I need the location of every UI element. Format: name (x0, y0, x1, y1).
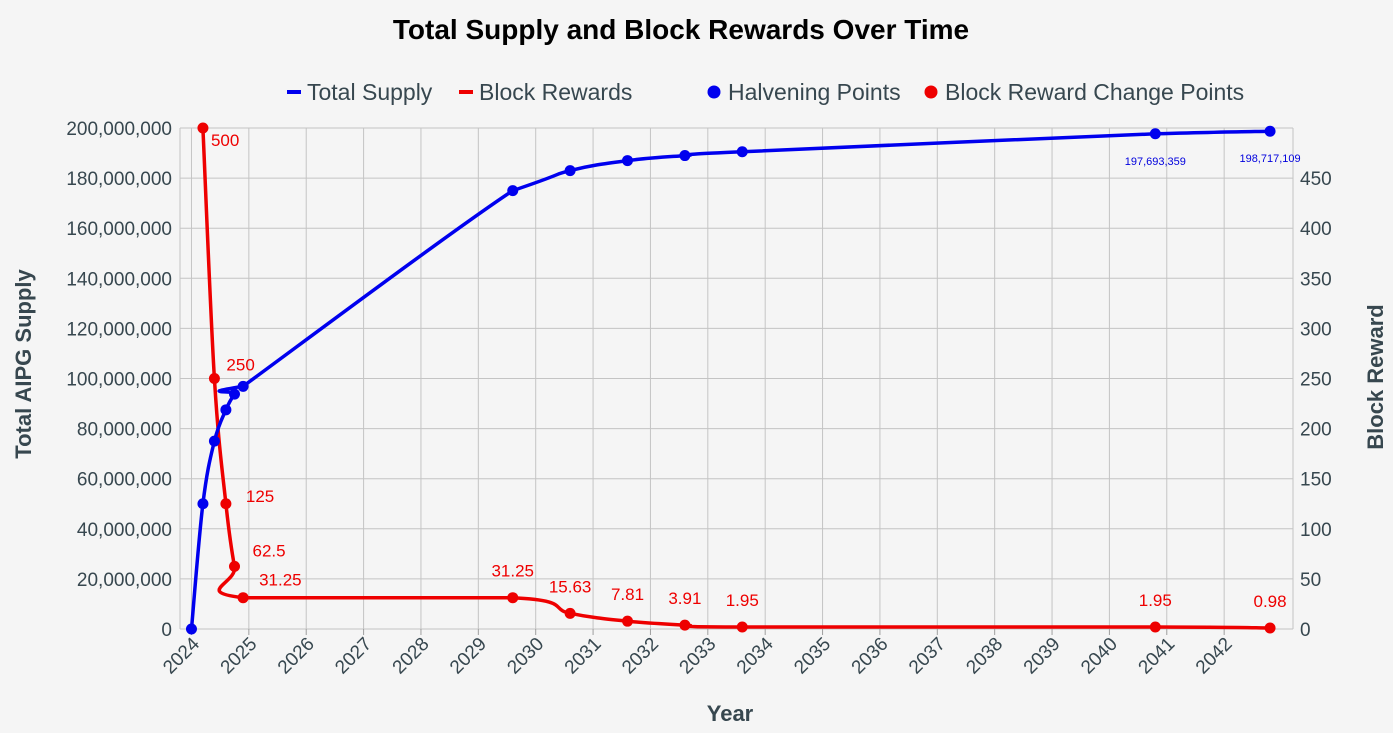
right-y-tick-label: 150 (1300, 470, 1332, 491)
block-reward-change-point (679, 619, 691, 631)
left-y-tick-label: 140,000,000 (66, 269, 172, 290)
halvening-point (229, 388, 241, 400)
data-labels: 500 250 125 62.5 31.25 31.25 15.63 7.81 3.91 1.95… (211, 131, 1301, 611)
left-y-tick-label: 160,000,000 (66, 219, 172, 240)
halvening-point (185, 623, 197, 635)
x-tick-label: 2030 (503, 634, 548, 679)
block-reward-data-label: 125 (246, 487, 274, 506)
block-reward-data-label: 62.5 (253, 541, 286, 560)
block-rewards-line (201, 127, 1271, 630)
legend-dot-swatch (707, 85, 721, 99)
halvening-point (736, 146, 748, 158)
halvening-point (1149, 128, 1161, 140)
x-tick-label: 2034 (733, 633, 778, 678)
right-y-tick-label: 0 (1300, 620, 1311, 641)
legend-label: Block Rewards (479, 79, 632, 105)
series-lines (189, 127, 1271, 630)
total-supply-data-label: 198,717,109 (1239, 153, 1300, 165)
legend-label: Halvening Points (728, 79, 901, 105)
chart-title: Total Supply and Block Rewards Over Time (392, 14, 970, 45)
block-reward-change-point (220, 498, 232, 510)
x-tick-label: 2042 (1192, 634, 1237, 679)
right-y-tick-label: 250 (1300, 370, 1332, 391)
halvening-point (564, 165, 576, 177)
block-reward-change-point (507, 592, 519, 604)
block-reward-data-label: 15.63 (549, 577, 592, 596)
right-y-tick-label: 50 (1300, 570, 1321, 591)
total-supply-line (189, 129, 1271, 630)
left-y-axis-title: Total AIPG Supply (11, 269, 36, 459)
halvening-point (208, 435, 220, 447)
left-y-tick-label: 40,000,000 (77, 520, 172, 541)
right-y-tick-label: 450 (1300, 169, 1332, 190)
x-tick-label: 2038 (962, 634, 1007, 679)
block-reward-change-point (564, 607, 576, 619)
x-tick-label: 2033 (676, 634, 721, 679)
block-reward-change-point (1264, 622, 1276, 634)
right-y-tick-label: 350 (1300, 269, 1332, 290)
left-y-tick-label: 180,000,000 (66, 169, 172, 190)
left-y-axis: 0 20,000,000 40,000,000 60,000,000 80,000,00… (66, 119, 172, 641)
halvening-point (237, 380, 249, 392)
right-y-tick-label: 300 (1300, 319, 1332, 340)
block-reward-change-point (621, 615, 633, 627)
x-tick-label: 2031 (561, 634, 606, 679)
left-y-tick-label: 200,000,000 (66, 119, 172, 140)
block-reward-data-label: 1.95 (726, 591, 759, 610)
legend-label: Total Supply (307, 79, 433, 105)
left-y-tick-label: 80,000,000 (77, 420, 172, 441)
left-y-tick-label: 100,000,000 (66, 370, 172, 391)
halvening-point (621, 155, 633, 167)
x-tick-label: 2028 (389, 634, 434, 679)
halvening-point (1264, 125, 1276, 137)
x-tick-label: 2035 (790, 634, 835, 679)
left-y-tick-label: 120,000,000 (66, 319, 172, 340)
x-tick-label: 2041 (1135, 634, 1180, 679)
right-y-tick-label: 100 (1300, 520, 1332, 541)
block-reward-data-label: 250 (226, 356, 254, 375)
series-points (185, 122, 1276, 635)
left-y-tick-label: 60,000,000 (77, 470, 172, 491)
block-reward-data-label: 31.25 (259, 571, 302, 590)
block-reward-data-label: 3.91 (668, 589, 701, 608)
total-supply-data-label: 197,693,359 (1125, 156, 1186, 168)
block-reward-change-point (237, 592, 249, 604)
x-tick-label: 2026 (274, 634, 319, 679)
x-tick-label: 2027 (331, 634, 376, 679)
x-tick-label: 2037 (905, 634, 950, 679)
block-reward-data-label: 500 (211, 131, 239, 150)
halvening-point (197, 498, 209, 510)
legend-dot-swatch (924, 85, 938, 99)
block-reward-data-label: 7.81 (611, 585, 644, 604)
x-tick-label: 2029 (446, 634, 491, 679)
legend-label: Block Reward Change Points (945, 79, 1244, 105)
x-tick-label: 2032 (618, 634, 663, 679)
legend: Total Supply Block Rewards Halvening Point… (287, 79, 1244, 105)
block-reward-data-label: 1.95 (1139, 591, 1172, 610)
block-reward-change-point (1149, 621, 1161, 633)
x-axis: 2024 2025 2026 2027 2028 2029 2030 2031 2032 2033… (159, 629, 1237, 679)
right-y-axis: 0 50 100 150 200 250 300 350 400 450 (1300, 169, 1332, 641)
right-y-tick-label: 200 (1300, 420, 1332, 441)
block-reward-change-point (736, 621, 748, 633)
halvening-point (507, 185, 519, 197)
block-reward-change-point (208, 373, 220, 384)
left-y-tick-label: 20,000,000 (77, 570, 172, 591)
halvening-point (220, 404, 232, 416)
block-reward-data-label: 31.25 (491, 562, 534, 581)
left-y-tick-label: 0 (161, 620, 172, 641)
right-y-tick-label: 400 (1300, 219, 1332, 240)
x-tick-label: 2039 (1020, 634, 1065, 679)
block-reward-change-point (197, 122, 209, 134)
block-reward-data-label: 0.98 (1254, 592, 1287, 611)
x-tick-label: 2040 (1077, 634, 1122, 679)
halvening-point (679, 150, 691, 162)
block-reward-change-point (229, 560, 241, 572)
right-y-axis-title: Block Reward (1363, 304, 1388, 450)
x-axis-title: Year (707, 701, 754, 726)
x-tick-label: 2036 (848, 634, 893, 679)
grid (179, 127, 1294, 630)
x-tick-label: 2025 (217, 634, 262, 679)
